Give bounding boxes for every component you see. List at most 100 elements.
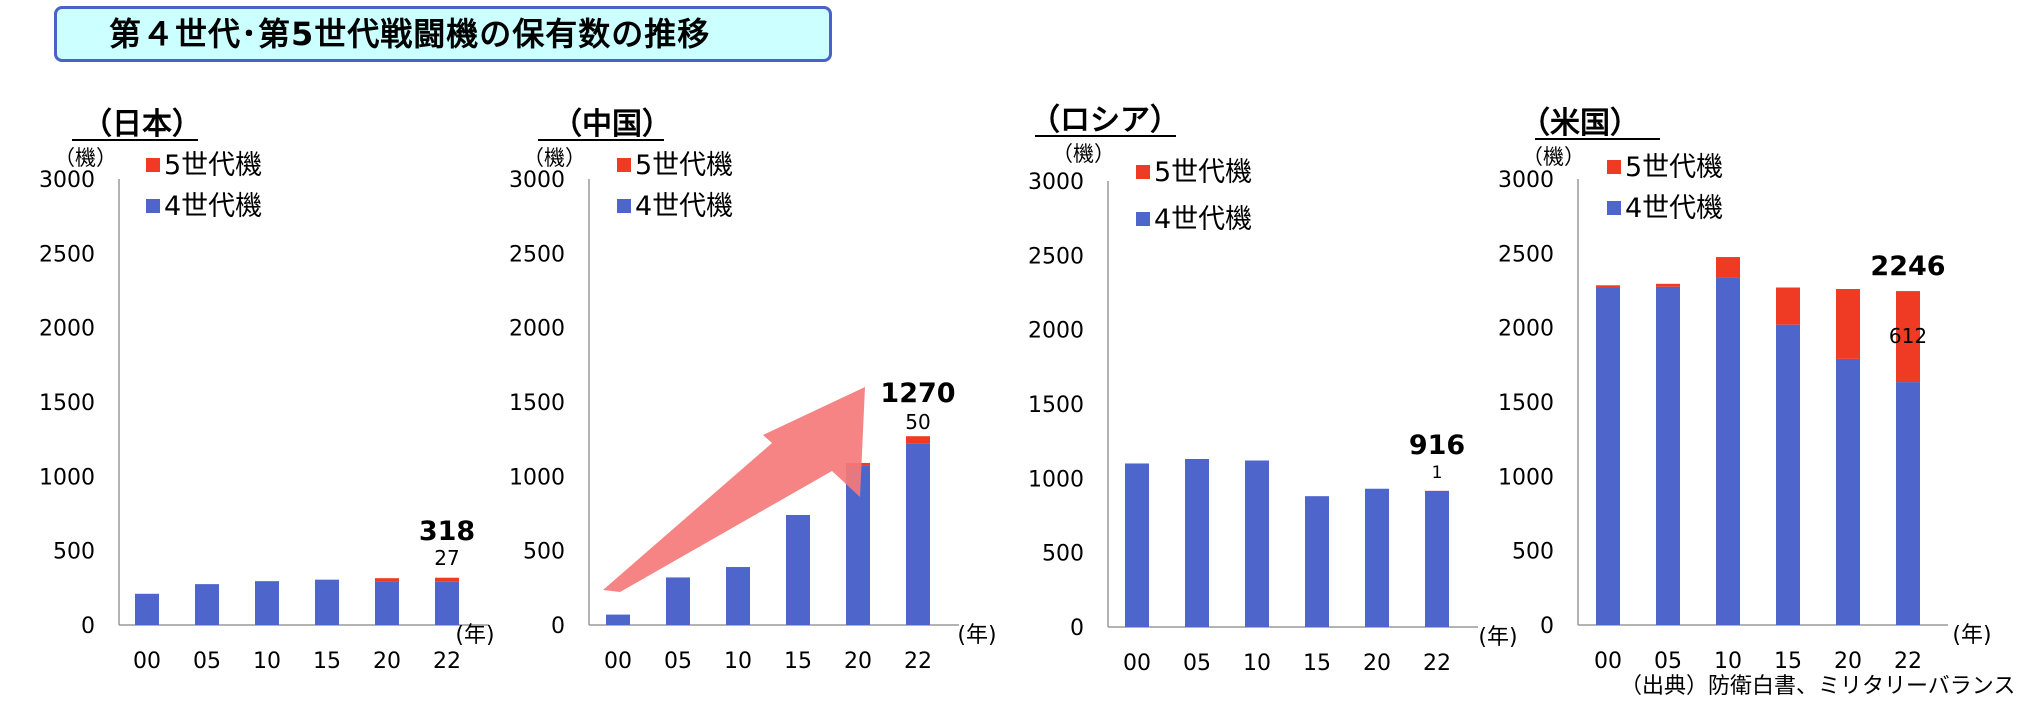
growth-arrow [603, 387, 865, 592]
bar-gen5 [1836, 289, 1860, 359]
bar-gen4 [1305, 496, 1329, 627]
y-unit-label: （機） [1052, 142, 1115, 166]
panel-title: （中国） [552, 107, 672, 142]
bar-gen4 [1365, 488, 1389, 627]
bar-gen4 [906, 443, 930, 625]
y-tick-label: 3000 [509, 168, 565, 193]
legend-swatch-gen4 [1607, 201, 1621, 215]
bar-gen4 [666, 577, 690, 625]
x-tick-label: 20 [1363, 651, 1391, 676]
y-tick-label: 1000 [509, 465, 565, 490]
x-tick-label: 20 [844, 649, 872, 674]
bar-gen4 [255, 581, 279, 625]
bar-gen4 [315, 579, 339, 625]
y-tick-label: 2500 [1498, 242, 1554, 267]
title-box: 第４世代･第5世代戦闘機の保有数の推移 [54, 6, 832, 62]
y-tick-label: 2000 [1498, 317, 1554, 342]
y-tick-label: 2500 [39, 242, 95, 267]
y-tick-label: 3000 [39, 168, 95, 193]
y-tick-label: 500 [1512, 540, 1554, 565]
bar-gen4 [786, 514, 810, 625]
y-tick-label: 1500 [1028, 393, 1084, 418]
legend-label-gen5: 5世代機 [635, 150, 733, 181]
x-tick-label: 22 [433, 649, 461, 674]
legend-swatch-gen5 [1136, 165, 1150, 179]
y-tick-label: 1000 [1498, 465, 1554, 490]
total-annotation: 2246 [1870, 251, 1945, 282]
bar-gen4 [435, 581, 459, 625]
y-tick-label: 2500 [1028, 244, 1084, 269]
gen5-count-annotation: 1 [1432, 463, 1443, 483]
x-tick-label: 20 [1834, 649, 1862, 674]
x-tick-label: 20 [373, 649, 401, 674]
x-tick-label: 10 [253, 649, 281, 674]
legend-swatch-gen5 [1607, 160, 1621, 174]
y-tick-label: 0 [1540, 614, 1554, 639]
source-note: （出典）防衛白書、ミリタリーバランス [1620, 674, 2016, 699]
bar-gen4 [1836, 358, 1860, 625]
x-unit-label: (年) [1478, 625, 1517, 650]
legend-swatch-gen4 [146, 199, 160, 213]
y-tick-label: 3000 [1498, 168, 1554, 193]
y-tick-label: 1500 [1498, 391, 1554, 416]
y-unit-label: （機） [523, 146, 586, 170]
panel-title: （日本） [82, 107, 202, 142]
legend-swatch-gen4 [617, 199, 631, 213]
total-annotation: 318 [419, 516, 475, 547]
y-tick-label: 0 [551, 614, 565, 639]
legend-label-gen4: 4世代機 [1625, 193, 1723, 224]
y-tick-label: 0 [81, 614, 95, 639]
y-tick-label: 0 [1070, 616, 1084, 641]
x-tick-label: 00 [1594, 649, 1622, 674]
bar-gen4 [375, 581, 399, 625]
y-tick-label: 500 [523, 540, 565, 565]
total-annotation: 916 [1409, 430, 1465, 461]
x-tick-label: 15 [313, 649, 341, 674]
y-tick-label: 2500 [509, 242, 565, 267]
legend-label-gen4: 4世代機 [635, 191, 733, 222]
x-tick-label: 10 [724, 649, 752, 674]
legend-label-gen4: 4世代機 [1154, 204, 1252, 235]
x-tick-label: 15 [1303, 651, 1331, 676]
y-tick-label: 3000 [1028, 170, 1084, 195]
bar-gen4 [1776, 324, 1800, 625]
bar-gen5 [1656, 283, 1680, 287]
x-tick-label: 22 [1423, 651, 1451, 676]
legend-swatch-gen5 [617, 158, 631, 172]
y-unit-label: （機） [54, 146, 117, 170]
legend-label-gen5: 5世代機 [1154, 157, 1252, 188]
bar-gen5 [375, 578, 399, 582]
x-tick-label: 10 [1714, 649, 1742, 674]
y-tick-label: 1000 [1028, 467, 1084, 492]
y-tick-label: 500 [1042, 542, 1084, 567]
x-tick-label: 00 [604, 649, 632, 674]
x-unit-label: (年) [957, 623, 996, 648]
bar-gen5 [1596, 285, 1620, 288]
bar-gen4 [1716, 277, 1740, 625]
gen5-count-annotation: 27 [434, 546, 459, 570]
bar-gen4 [1656, 286, 1680, 625]
gen5-count-annotation: 612 [1889, 324, 1927, 348]
total-annotation: 1270 [880, 378, 955, 409]
bar-gen5 [1716, 257, 1740, 278]
y-tick-label: 2000 [509, 317, 565, 342]
legend-label-gen5: 5世代機 [1625, 152, 1723, 183]
x-unit-label: (年) [455, 623, 494, 648]
x-tick-label: 22 [1894, 649, 1922, 674]
bar-gen4 [1896, 382, 1920, 625]
x-tick-label: 00 [133, 649, 161, 674]
legend-label-gen4: 4世代機 [164, 191, 262, 222]
legend-label-gen5: 5世代機 [164, 150, 262, 181]
y-tick-label: 2000 [1028, 319, 1084, 344]
bar-gen4 [1125, 463, 1149, 627]
y-tick-label: 2000 [39, 317, 95, 342]
x-tick-label: 15 [1774, 649, 1802, 674]
x-tick-label: 00 [1123, 651, 1151, 676]
bar-gen5 [435, 577, 459, 582]
panel-title: （米国） [1520, 106, 1640, 141]
legend-swatch-gen4 [1136, 212, 1150, 226]
bar-gen5 [1776, 287, 1800, 325]
bar-gen4 [135, 593, 159, 625]
bar-gen5 [1896, 291, 1920, 383]
